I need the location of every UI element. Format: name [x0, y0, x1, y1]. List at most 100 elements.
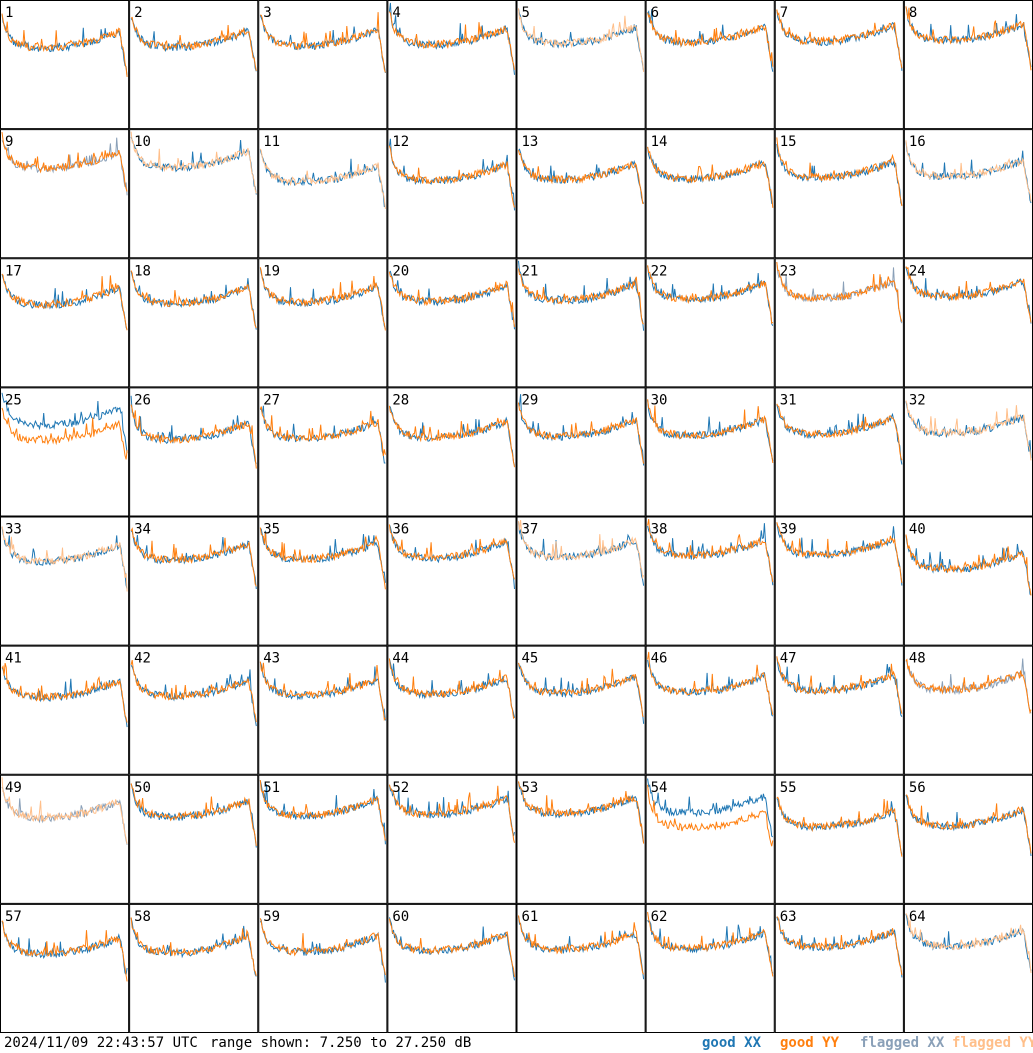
- panel-label: 15: [780, 134, 797, 150]
- panel-41: 41: [0, 645, 130, 775]
- series-yy-panel-5: [518, 8, 645, 72]
- panel-frame: [903, 387, 1033, 517]
- panel-20: 20: [387, 258, 517, 388]
- panel-7: 7: [774, 0, 904, 130]
- panel-27: 27: [258, 387, 388, 517]
- series-yy-panel-12: [388, 145, 515, 208]
- panel-64: 64: [903, 903, 1033, 1033]
- series-yy-panel-54: [647, 784, 774, 847]
- panel-label: 44: [392, 651, 409, 667]
- panel-frame: [774, 258, 904, 388]
- panel-13: 13: [516, 129, 646, 259]
- panel-30: 30: [645, 387, 775, 517]
- panel-40: 40: [903, 516, 1033, 646]
- series-xx-panel-30: [647, 399, 774, 462]
- series-yy-panel-52: [388, 784, 515, 843]
- series-yy-panel-41: [1, 662, 128, 723]
- panel-56: 56: [903, 774, 1033, 904]
- panel-frame: [258, 774, 388, 904]
- panel-frame: [129, 129, 259, 259]
- panel-label: 11: [263, 134, 280, 150]
- panel-57: 57: [0, 903, 130, 1033]
- series-yy-panel-7: [776, 9, 903, 69]
- series-xx-panel-33: [1, 526, 128, 590]
- panel-label: 48: [909, 651, 926, 667]
- series-yy-panel-20: [388, 271, 515, 328]
- panel-label: 51: [263, 780, 280, 796]
- panel-frame: [387, 774, 517, 904]
- series-xx-panel-3: [259, 15, 386, 73]
- panel-26: 26: [129, 387, 259, 517]
- series-yy-panel-23: [776, 261, 903, 322]
- panel-5: 5: [516, 0, 646, 130]
- panel-frame: [774, 0, 904, 130]
- panel-label: 62: [651, 909, 668, 925]
- panel-22: 22: [645, 258, 775, 388]
- panel-label: 39: [780, 522, 797, 538]
- series-yy-panel-40: [905, 534, 1032, 596]
- series-yy-panel-38: [647, 519, 774, 583]
- series-yy-panel-33: [1, 526, 128, 592]
- panel-label: 6: [651, 5, 659, 21]
- panel-label: 60: [392, 909, 409, 925]
- series-yy-panel-19: [259, 267, 386, 331]
- series-xx-panel-36: [388, 524, 515, 590]
- panel-4: 4: [387, 0, 517, 130]
- series-yy-panel-10: [130, 131, 257, 194]
- panel-frame: [516, 0, 646, 130]
- panel-12: 12: [387, 129, 517, 259]
- series-yy-panel-50: [130, 783, 257, 846]
- panel-frame: [516, 387, 646, 517]
- series-yy-panel-58: [130, 917, 257, 977]
- panel-frame: [645, 645, 775, 775]
- panel-frame: [903, 129, 1033, 259]
- panel-3: 3: [258, 0, 388, 130]
- panel-21: 21: [516, 258, 646, 388]
- panel-label: 30: [651, 392, 668, 408]
- series-yy-panel-37: [518, 519, 645, 580]
- panel-label: 64: [909, 909, 926, 925]
- series-yy-panel-32: [905, 400, 1032, 461]
- panel-frame: [774, 903, 904, 1033]
- panel-label: 32: [909, 392, 926, 408]
- panel-label: 47: [780, 651, 797, 667]
- panel-frame: [258, 129, 388, 259]
- panel-frame: [0, 258, 130, 388]
- series-yy-panel-59: [259, 918, 386, 976]
- series-xx-panel-17: [1, 274, 128, 331]
- panel-label: 59: [263, 909, 280, 925]
- series-yy-panel-26: [130, 404, 257, 469]
- panel-label: 17: [5, 263, 22, 279]
- series-yy-panel-46: [647, 651, 774, 715]
- panel-label: 3: [263, 5, 271, 21]
- series-yy-panel-34: [130, 527, 257, 587]
- panel-15: 15: [774, 129, 904, 259]
- series-xx-panel-4: [388, 2, 515, 75]
- panel-label: 10: [134, 134, 151, 150]
- panel-label: 21: [522, 263, 539, 279]
- panel-label: 24: [909, 263, 926, 279]
- panel-39: 39: [774, 516, 904, 646]
- panel-frame: [129, 903, 259, 1033]
- series-yy-panel-17: [1, 273, 128, 331]
- panel-34: 34: [129, 516, 259, 646]
- series-yy-panel-13: [518, 149, 644, 204]
- series-yy-panel-1: [1, 13, 128, 77]
- panel-label: 49: [5, 780, 22, 796]
- panel-frame: [645, 129, 775, 259]
- series-yy-panel-42: [130, 659, 257, 723]
- panel-9: 9: [0, 129, 130, 259]
- panel-label: 50: [134, 780, 151, 796]
- panel-28: 28: [387, 387, 517, 517]
- series-xx-panel-62: [647, 920, 774, 974]
- panel-label: 22: [651, 263, 668, 279]
- series-yy-panel-29: [518, 402, 645, 464]
- panel-frame: [129, 516, 259, 646]
- series-yy-panel-57: [1, 920, 128, 982]
- panel-36: 36: [387, 516, 517, 646]
- panel-31: 31: [774, 387, 904, 517]
- series-yy-panel-24: [905, 266, 1032, 323]
- panel-61: 61: [516, 903, 646, 1033]
- panel-label: 53: [522, 780, 539, 796]
- series-yy-panel-49: [1, 777, 128, 844]
